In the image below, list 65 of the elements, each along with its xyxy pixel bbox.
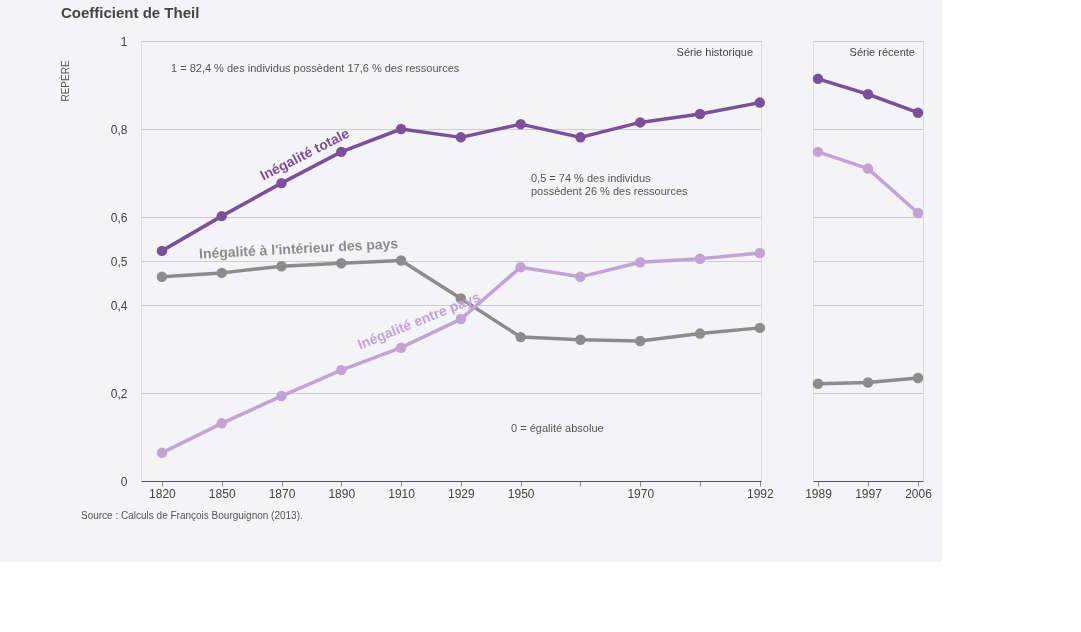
point	[156, 447, 168, 459]
point	[216, 267, 227, 279]
point	[694, 253, 706, 265]
point	[156, 271, 168, 283]
point	[395, 255, 407, 266]
point	[634, 257, 646, 268]
x-tick-label: 1910	[388, 486, 416, 501]
point	[862, 377, 874, 388]
x-tick-label: 2006	[905, 486, 933, 501]
point	[862, 89, 874, 100]
point	[276, 261, 287, 272]
x-tick-label: 1890	[328, 486, 356, 501]
point	[395, 123, 407, 135]
y-tick-label: 0,5	[110, 254, 128, 269]
text: REPÈRE	[59, 60, 71, 102]
annotation: 1 = 82,4 % des individus possèdent 17,6 % des ressources	[171, 62, 460, 74]
point	[216, 418, 227, 429]
annotation: 0,5 = 74 % des individus possèdent 26 % des ressources	[531, 172, 689, 197]
x-tick-label: 1997	[855, 486, 883, 501]
point	[515, 331, 526, 343]
point	[812, 146, 824, 158]
y-tick-label: 0,6	[110, 210, 128, 225]
point	[862, 163, 874, 174]
point	[515, 118, 526, 130]
x-tick-label: 1870	[268, 486, 296, 501]
source-note: Source : Calculs de François Bourguignon (2013).	[81, 510, 303, 521]
point	[575, 271, 586, 283]
point	[912, 107, 924, 118]
x-tick-label: 1820	[149, 486, 177, 501]
point	[336, 364, 347, 376]
point	[216, 210, 227, 222]
point	[694, 108, 706, 120]
chart-subtitle: Série récente	[849, 46, 915, 58]
chart-subtitle: Série historique	[676, 46, 753, 58]
annotation: 0 = égalité absolue	[511, 422, 604, 434]
x-tick-label: 1992	[746, 486, 774, 501]
y-tick-label: 1	[120, 34, 128, 49]
point	[455, 132, 467, 143]
point	[575, 334, 586, 345]
point	[156, 245, 168, 257]
point	[912, 372, 924, 384]
series-label: Inégalité à l'intérieur des pays	[198, 235, 399, 262]
point	[694, 328, 706, 339]
point	[812, 378, 824, 389]
point	[515, 261, 526, 273]
x-tick-label: 1970	[627, 486, 655, 501]
y-tick-label: 0,4	[110, 298, 128, 313]
point	[754, 97, 766, 108]
y-tick-label: 0,8	[110, 122, 128, 137]
x-tick-label: 1989	[805, 486, 833, 501]
x-tick-label: 1929	[448, 486, 476, 501]
point	[336, 257, 347, 269]
point	[276, 390, 287, 402]
point	[754, 247, 766, 259]
x-tick-label: 1950	[507, 486, 535, 501]
point	[812, 73, 824, 85]
y-tick-label: 0,2	[110, 386, 128, 401]
point	[754, 322, 766, 334]
x-tick-label: 1850	[208, 486, 236, 501]
chart-title: Coefficient de Theil	[61, 4, 200, 21]
point	[634, 117, 646, 128]
y-tick-label: 0	[120, 474, 128, 489]
point	[634, 335, 646, 347]
point	[575, 132, 586, 143]
point	[912, 207, 924, 219]
